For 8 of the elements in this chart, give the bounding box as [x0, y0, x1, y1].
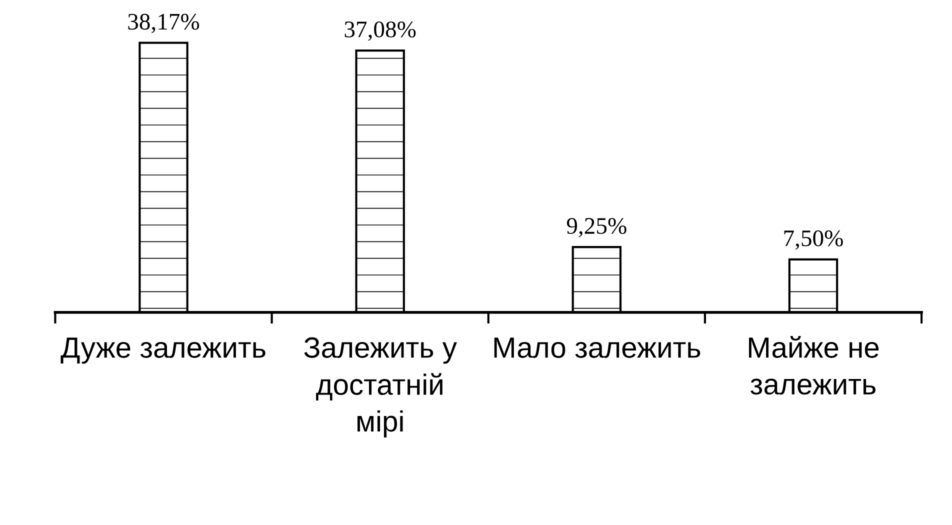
x-tick-label: Дуже залежить	[60, 338, 266, 364]
x-tick-label: Майже не залежить	[748, 336, 879, 395]
data-label: 9,25%	[566, 218, 626, 238]
data-label: 37,08%	[344, 21, 416, 41]
data-label: 7,50%	[784, 230, 843, 250]
x-tick-label: Залежить у достатній мірі	[304, 337, 457, 438]
data-label: 38,17%	[128, 14, 200, 34]
x-tick-label: Мало залежить	[494, 338, 700, 358]
